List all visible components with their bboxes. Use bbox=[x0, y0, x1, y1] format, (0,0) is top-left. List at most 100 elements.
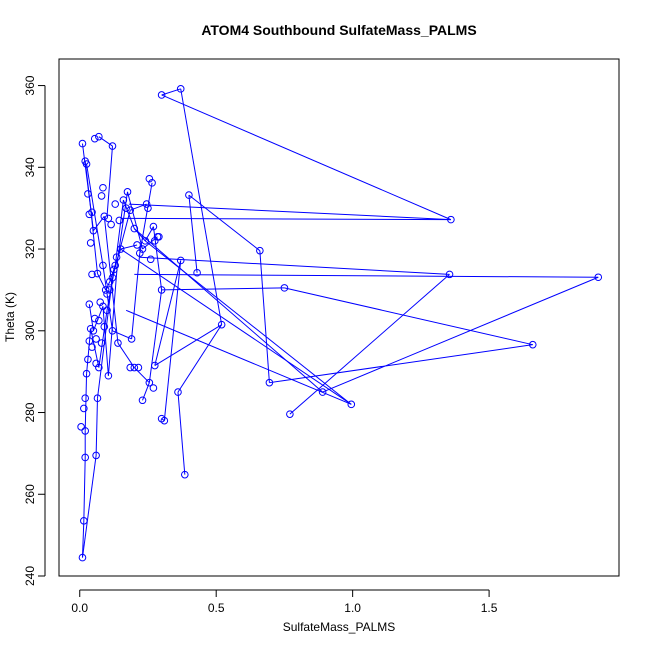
data-point bbox=[130, 363, 139, 372]
chart-title: ATOM4 Southbound SulfateMass_PALMS bbox=[201, 22, 476, 38]
data-point bbox=[286, 410, 294, 418]
data-point bbox=[133, 241, 141, 249]
data-point bbox=[88, 343, 96, 351]
data-point bbox=[138, 396, 147, 405]
data-point bbox=[96, 298, 105, 306]
series-line-segment bbox=[125, 309, 352, 405]
x-tick-label: 0.0 bbox=[71, 601, 88, 615]
series-line-segment bbox=[120, 217, 451, 221]
series-line-segment bbox=[289, 274, 450, 415]
data-point bbox=[104, 371, 113, 380]
data-point bbox=[105, 277, 114, 286]
data-point bbox=[127, 335, 136, 343]
data-point bbox=[95, 132, 103, 141]
data-point bbox=[80, 517, 88, 525]
series-line-segment bbox=[154, 324, 222, 366]
series-line-segment bbox=[177, 324, 223, 393]
data-point bbox=[89, 226, 98, 235]
data-point bbox=[126, 206, 135, 215]
data-point bbox=[92, 359, 100, 368]
data-point bbox=[78, 553, 87, 562]
data-point bbox=[138, 245, 147, 253]
series-line-segment bbox=[161, 94, 452, 221]
data-point bbox=[82, 160, 91, 168]
data-point bbox=[256, 246, 264, 255]
data-point bbox=[155, 232, 163, 241]
data-point bbox=[447, 215, 455, 224]
x-tick-label: 1.5 bbox=[481, 601, 498, 615]
series-line-segment bbox=[102, 265, 113, 331]
data-point bbox=[111, 200, 120, 208]
data-point bbox=[135, 249, 144, 257]
series-line-segment bbox=[86, 328, 92, 374]
series-line-segment bbox=[188, 195, 198, 273]
data-point bbox=[157, 286, 166, 294]
data-point bbox=[107, 220, 115, 229]
data-point bbox=[78, 139, 87, 148]
data-point bbox=[84, 355, 92, 364]
series-line-segment bbox=[163, 260, 182, 421]
data-point bbox=[85, 300, 94, 309]
data-point bbox=[145, 174, 154, 183]
x-axis: 0.0 0.5 1.0 1.5 bbox=[71, 589, 498, 615]
data-point bbox=[347, 400, 356, 409]
data-point bbox=[90, 134, 99, 143]
data-point bbox=[119, 196, 128, 204]
y-tick-label: 280 bbox=[23, 402, 37, 422]
data-point bbox=[95, 316, 103, 325]
series-line-segment bbox=[259, 250, 270, 383]
data-point bbox=[145, 378, 154, 387]
data-point bbox=[126, 363, 135, 372]
series-line-segment bbox=[161, 287, 285, 291]
series-line-segment bbox=[180, 88, 223, 325]
data-point bbox=[92, 451, 100, 460]
data-point bbox=[157, 91, 166, 99]
data-point bbox=[97, 192, 106, 200]
data-point bbox=[142, 200, 151, 208]
data-point bbox=[103, 306, 111, 315]
series-line-segment bbox=[98, 310, 108, 368]
series-line-segment bbox=[81, 455, 97, 558]
series-line-segment bbox=[83, 457, 86, 521]
series-line-segment bbox=[127, 191, 143, 250]
series-line-segment bbox=[107, 257, 119, 376]
series-line-segment bbox=[90, 208, 98, 274]
data-point bbox=[80, 404, 88, 413]
series-line-segment bbox=[120, 248, 352, 405]
y-tick-label: 240 bbox=[23, 566, 37, 586]
data-point bbox=[108, 326, 117, 335]
data-point bbox=[95, 363, 103, 372]
series-line-segment bbox=[148, 289, 163, 383]
data-point bbox=[104, 214, 113, 223]
data-point bbox=[193, 268, 201, 277]
data-point bbox=[148, 179, 156, 187]
series-line-segment bbox=[120, 244, 138, 250]
series-line-segment bbox=[139, 256, 450, 275]
data-point bbox=[103, 290, 111, 298]
data-point bbox=[89, 326, 98, 335]
series-line-segment bbox=[188, 194, 261, 252]
data-point bbox=[174, 388, 182, 396]
series-line-segment bbox=[131, 253, 141, 340]
data-point bbox=[265, 378, 274, 387]
data-point bbox=[77, 423, 85, 431]
data-point bbox=[99, 183, 107, 192]
x-tick-label: 1.0 bbox=[344, 601, 361, 615]
series-line-segment bbox=[117, 342, 135, 368]
data-point bbox=[217, 320, 226, 329]
data-point bbox=[280, 284, 289, 292]
y-axis-label: Theta (K) bbox=[3, 292, 17, 342]
data-point bbox=[105, 286, 114, 294]
data-point bbox=[181, 470, 189, 479]
data-point bbox=[146, 255, 155, 264]
series-line-segment bbox=[322, 276, 599, 393]
series-line-segment bbox=[134, 273, 599, 278]
data-point bbox=[81, 453, 89, 462]
data-point bbox=[185, 191, 193, 199]
y-axis: 240 260 280 300 320 340 360 bbox=[23, 75, 46, 586]
series-line-segment bbox=[133, 228, 323, 393]
data-point bbox=[594, 273, 603, 282]
data-point bbox=[97, 339, 106, 347]
data-point bbox=[100, 322, 109, 331]
data-point bbox=[115, 216, 124, 225]
